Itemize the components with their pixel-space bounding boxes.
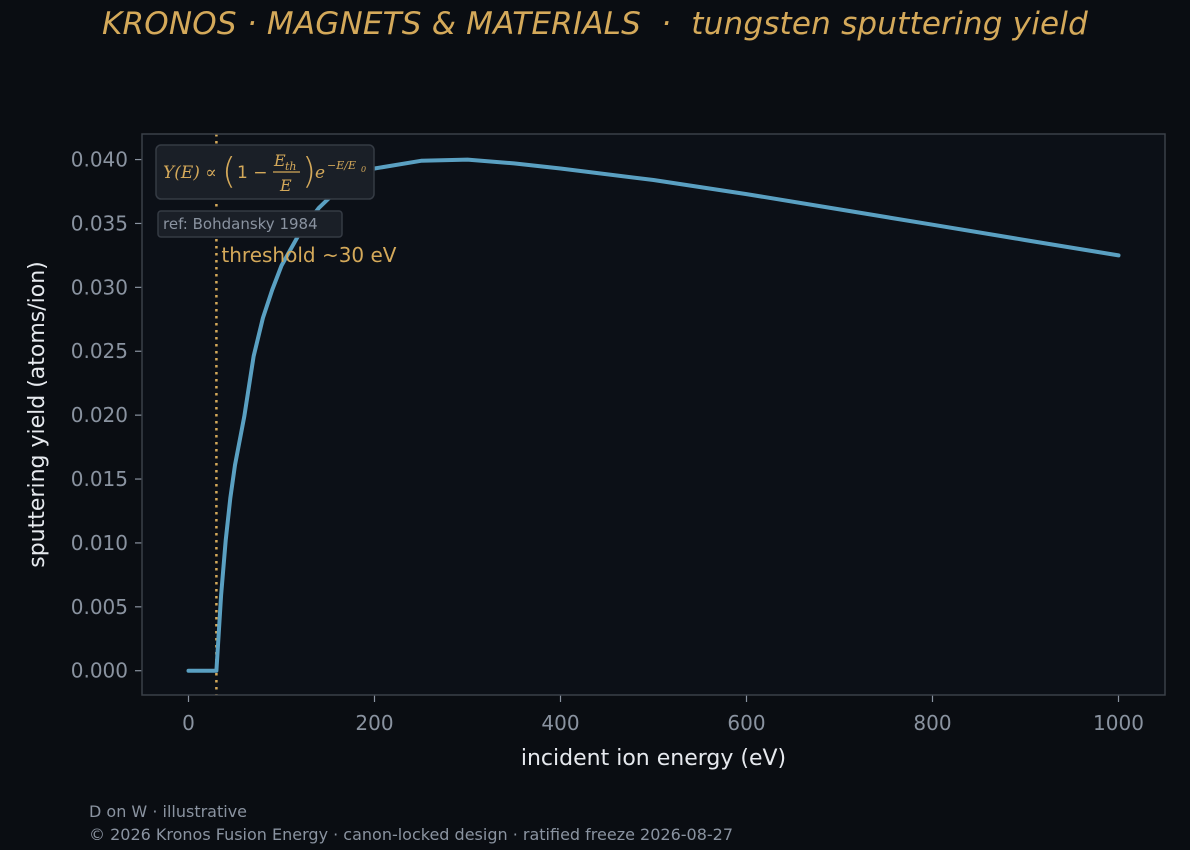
y-axis-ticks: 0.000 0.005 0.010 0.015 0.020 0.025 0.030 0.035…	[71, 148, 142, 683]
chart-title: KRONOS · MAGNETS & MATERIALS · tungsten …	[102, 6, 1088, 42]
x-tick-label: 800	[913, 711, 951, 735]
y-axis-label: sputtering yield (atoms/ion)	[25, 261, 50, 568]
formula-exponent: −E/E	[327, 159, 356, 172]
x-tick-label: 200	[355, 711, 393, 735]
formula-box: Y(E) ∝ ( 1 − E th E ) e −E/E 0	[155, 144, 375, 200]
formula-denominator: E	[279, 176, 292, 195]
formula-numerator-subscript: th	[285, 160, 297, 173]
formula-exp-base: e	[315, 163, 325, 183]
reference-badge: ref: Bohdansky 1984	[157, 210, 343, 238]
formula-close-paren: )	[302, 151, 316, 192]
x-tick-label: 600	[727, 711, 765, 735]
footer-note: D on W · illustrative	[89, 802, 247, 821]
reference-text: ref: Bohdansky 1984	[163, 215, 318, 233]
threshold-annotation: threshold ~30 eV	[221, 243, 396, 267]
y-tick-label: 0.035	[71, 211, 128, 235]
y-tick-label: 0.040	[71, 148, 128, 172]
formula-open-paren: (	[222, 151, 236, 192]
y-tick-label: 0.025	[71, 339, 128, 363]
x-axis-ticks: 0 200 400 600 800 1000	[182, 695, 1144, 735]
y-tick-label: 0.030	[71, 275, 128, 299]
formula-lhs: Y(E) ∝	[163, 163, 217, 183]
y-tick-label: 0.020	[71, 403, 128, 427]
y-tick-label: 0.005	[71, 595, 128, 619]
plot-frame	[141, 133, 1166, 696]
footer: D on W · illustrative © 2026 Kronos Fusi…	[89, 800, 733, 846]
x-tick-label: 1000	[1093, 711, 1144, 735]
y-tick-label: 0.010	[71, 531, 128, 555]
y-tick-label: 0.000	[71, 659, 128, 683]
formula-one-minus: 1 −	[237, 163, 267, 183]
footer-copyright: © 2026 Kronos Fusion Energy · canon-lock…	[89, 825, 734, 844]
x-tick-label: 400	[541, 711, 579, 735]
x-tick-label: 0	[182, 711, 195, 735]
x-axis-label: incident ion energy (eV)	[521, 746, 786, 771]
formula-numerator: E	[273, 151, 286, 170]
y-tick-label: 0.015	[71, 467, 128, 491]
formula-exponent-subscript: 0	[361, 165, 366, 174]
